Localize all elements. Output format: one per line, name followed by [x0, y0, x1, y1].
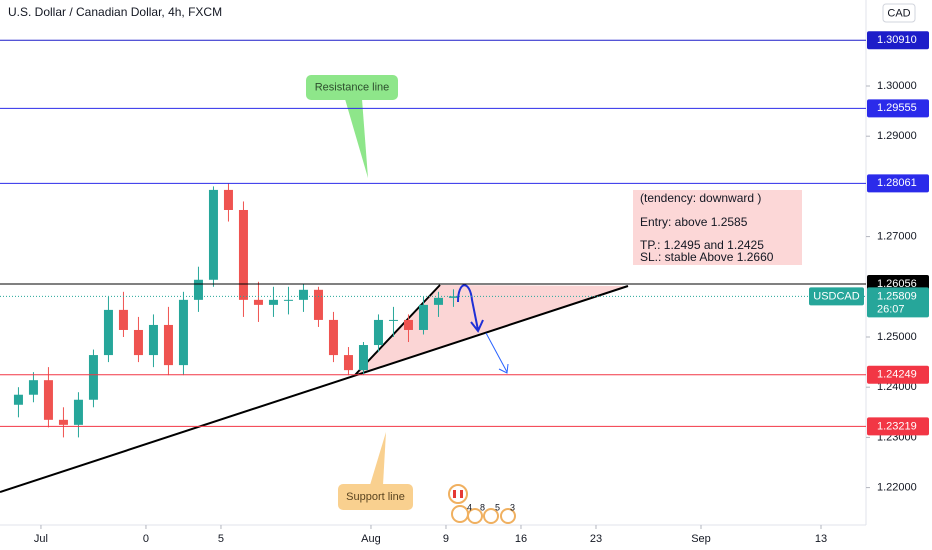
candle-body	[343, 355, 353, 371]
event-count: 5	[495, 502, 500, 512]
event-count: 8	[480, 502, 485, 512]
callout	[306, 75, 398, 100]
price-label-box	[867, 287, 929, 318]
note-line: TP.: 1.2495 and 1.2425	[640, 238, 764, 252]
price-label: 1.26056	[877, 278, 917, 290]
plot-area	[0, 183, 629, 493]
x-tick-label: 0	[143, 533, 149, 545]
y-tick-label: 1.29000	[877, 130, 917, 142]
candle-body	[178, 299, 188, 366]
candle-body	[133, 329, 143, 356]
symbol-label: USDCAD	[813, 290, 860, 302]
symbol-box	[809, 287, 864, 306]
support-label: Support line	[346, 491, 405, 503]
x-tick-label: 9	[443, 533, 449, 545]
callout	[338, 484, 413, 510]
event-icon[interactable]	[483, 508, 499, 524]
y-tick-label: 1.22000	[877, 482, 917, 494]
candle-body	[223, 189, 233, 210]
candle-body	[88, 355, 98, 400]
candle-body	[118, 309, 128, 330]
event-count: 4	[467, 502, 472, 512]
candle-body	[403, 319, 413, 330]
candle-body	[283, 299, 293, 301]
callout-tail	[345, 99, 368, 178]
projection-arrow	[485, 332, 508, 373]
price-label-box	[867, 417, 929, 436]
candle-body	[103, 309, 113, 356]
x-tick-label: Aug	[361, 533, 381, 545]
candle-body	[13, 394, 23, 405]
note-line: SL.: stable Above 1.2660	[640, 250, 774, 264]
event-icon[interactable]	[451, 505, 469, 523]
price-label: 1.28061	[877, 177, 917, 189]
currency-button[interactable]	[882, 3, 916, 23]
candle-body	[238, 209, 248, 300]
candle-body	[73, 399, 83, 425]
price-label: 1.25809	[877, 290, 917, 302]
x-tick-label: 5	[218, 533, 224, 545]
candle-body	[58, 419, 68, 425]
resistance-trendline	[354, 284, 441, 376]
y-tick-label: 1.27000	[877, 231, 917, 243]
x-tick-label: 23	[590, 533, 602, 545]
note-line: (tendency: downward )	[640, 191, 761, 205]
flag-icon	[456, 490, 460, 498]
arrow-head	[470, 319, 484, 333]
currency-label: CAD	[887, 7, 910, 19]
candle-body	[43, 380, 53, 420]
candle-body	[313, 289, 323, 320]
y-tick-label: 1.30000	[877, 80, 917, 92]
candle-body	[28, 380, 38, 395]
candle-body	[298, 289, 308, 300]
candle-body	[328, 319, 338, 356]
countdown: 26:07	[877, 303, 905, 315]
chart-title: U.S. Dollar / Canadian Dollar, 4h, FXCM	[8, 5, 222, 19]
price-label-box	[867, 365, 929, 384]
arrow-head	[498, 363, 509, 374]
price-label: 1.24249	[877, 369, 917, 381]
candle-body	[358, 345, 368, 371]
candle-body	[448, 296, 458, 298]
price-label: 1.29555	[877, 102, 917, 114]
price-label: 1.23219	[877, 420, 917, 432]
support-trendline	[0, 285, 629, 493]
candle-body	[148, 324, 158, 356]
note-line: Entry: above 1.2585	[640, 215, 748, 229]
candle-body	[373, 319, 383, 346]
curved-arrow	[457, 284, 479, 331]
x-tick-label: Sep	[691, 533, 711, 545]
price-label-box	[867, 31, 929, 50]
x-tick-label: 13	[815, 533, 827, 545]
y-tick-label: 1.24000	[877, 381, 917, 393]
candle-body	[418, 304, 428, 330]
price-label-box	[867, 174, 929, 193]
event-icon[interactable]	[500, 508, 516, 524]
note-box	[633, 190, 802, 265]
candle-body	[253, 299, 263, 305]
price-label: 1.30910	[877, 34, 917, 46]
candle-body	[193, 279, 203, 300]
candle-body	[268, 299, 278, 305]
y-tick-label: 1.25000	[877, 331, 917, 343]
candle-body	[208, 189, 218, 280]
resistance-label: Resistance line	[315, 81, 390, 93]
candle-body	[163, 324, 173, 366]
overlay: Resistance line Support line (tendency: …	[0, 39, 866, 524]
x-tick-label: Jul	[34, 533, 48, 545]
event-icon[interactable]	[467, 508, 483, 524]
candle-body	[388, 319, 398, 321]
callout-tail	[370, 432, 386, 485]
event-count: 3	[510, 502, 515, 512]
candle-body	[433, 297, 443, 305]
price-label-box	[867, 99, 929, 118]
x-tick-label: 16	[515, 533, 527, 545]
